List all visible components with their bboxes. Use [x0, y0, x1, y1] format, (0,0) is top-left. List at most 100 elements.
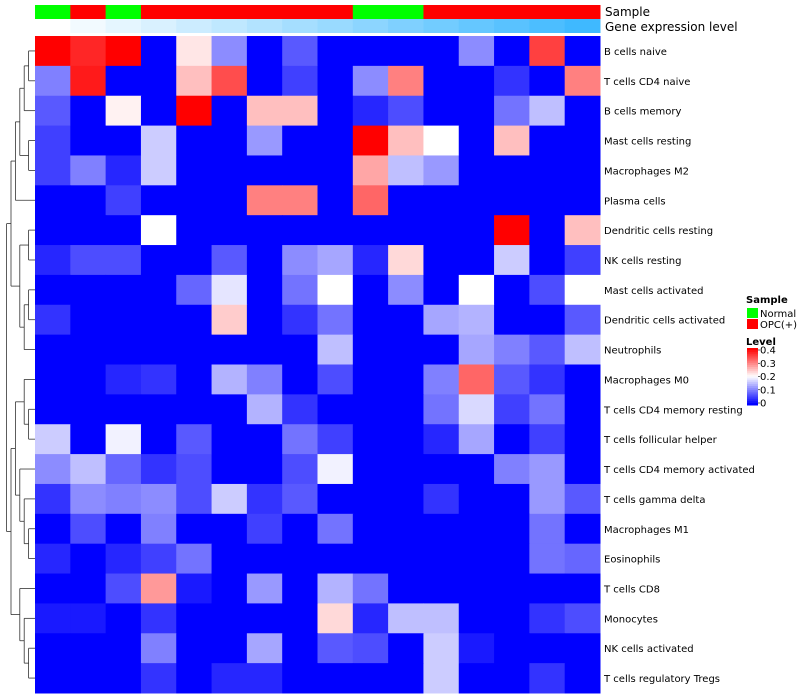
- heatmap-cell: [105, 603, 142, 634]
- heatmap-cell: [211, 454, 248, 485]
- level-legend-gradient-step: [747, 357, 758, 360]
- heatmap-cell: [70, 364, 107, 395]
- heatmap-cell: [140, 274, 177, 306]
- heatmap-cell: [211, 125, 248, 156]
- sample-annotation-cell: [282, 5, 318, 19]
- gene-expression-annotation-cell: [35, 19, 71, 33]
- heatmap-cell: [282, 185, 318, 216]
- sample-annotation-cell: [317, 5, 354, 19]
- gene-expression-annotation-cell: [529, 19, 566, 33]
- heatmap-cell: [423, 424, 460, 455]
- heatmap-cell: [564, 334, 601, 365]
- level-legend-gradient-step: [747, 359, 758, 362]
- heatmap-cell: [352, 573, 389, 604]
- sample-legend-swatch: [747, 308, 758, 318]
- level-legend-gradient-step: [747, 378, 758, 381]
- level-legend-tick-label: 0.1: [760, 385, 776, 396]
- heatmap-cell: [70, 274, 107, 306]
- heatmap-cell: [458, 483, 495, 515]
- row-label: Plasma cells: [604, 196, 666, 207]
- row-label: Dendritic cells activated: [604, 316, 725, 327]
- heatmap-cell: [352, 543, 389, 575]
- heatmap-cell: [317, 36, 354, 67]
- heatmap-cell: [140, 424, 177, 455]
- heatmap-cell: [458, 334, 495, 365]
- heatmap-cell: [564, 573, 601, 604]
- heatmap-cell: [105, 513, 142, 545]
- heatmap-cell: [70, 424, 107, 455]
- heatmap-cell: [282, 483, 318, 515]
- heatmap-cell: [105, 483, 142, 515]
- heatmap-cell: [458, 603, 495, 634]
- level-legend-gradient-step: [747, 401, 758, 404]
- heatmap-cell: [529, 334, 566, 365]
- row-label: T cells CD4 naive: [603, 77, 690, 88]
- heatmap-cell: [140, 245, 177, 276]
- heatmap-cell: [140, 513, 177, 545]
- level-legend-gradient-step: [747, 348, 758, 351]
- heatmap-cell: [494, 394, 530, 425]
- heatmap-cell: [70, 215, 107, 246]
- heatmap-cell: [458, 245, 495, 276]
- heatmap-cell: [282, 603, 318, 634]
- heatmap-cell: [176, 185, 213, 216]
- heatmap-cell: [494, 633, 530, 664]
- heatmap-cell: [388, 304, 424, 336]
- level-legend-gradient-step: [747, 370, 758, 374]
- heatmap-cell: [140, 483, 177, 515]
- heatmap-cell: [423, 245, 460, 276]
- heatmap-cell: [211, 603, 248, 634]
- sample-annotation-cell: [70, 5, 107, 19]
- heatmap-cell: [352, 65, 389, 97]
- heatmap-cell: [211, 334, 248, 365]
- gene-expression-annotation-cell: [494, 19, 530, 33]
- heatmap-cell: [317, 245, 354, 276]
- heatmap-cell: [282, 274, 318, 306]
- sample-legend-swatch: [747, 319, 758, 329]
- heatmap-cell: [35, 483, 71, 515]
- heatmap-cell: [352, 274, 389, 306]
- sample-annotation-cell: [140, 5, 177, 19]
- heatmap-cell: [70, 125, 107, 156]
- level-legend-gradient-step: [747, 391, 758, 395]
- heatmap-cell: [458, 633, 495, 664]
- heatmap-cell: [246, 454, 283, 485]
- heatmap-cell: [282, 304, 318, 336]
- sample-annotation-cell: [388, 5, 424, 19]
- level-legend-tick-label: 0.3: [760, 359, 776, 370]
- sample-annotation-cell: [105, 5, 142, 19]
- heatmap-cell: [423, 633, 460, 664]
- heatmap-cell: [529, 215, 566, 246]
- heatmap-cell: [282, 573, 318, 604]
- level-legend-gradient-step: [747, 361, 758, 364]
- heatmap-cell: [352, 364, 389, 395]
- heatmap-cell: [140, 155, 177, 186]
- level-legend-gradient-step: [747, 403, 758, 406]
- row-label: Eosinophils: [604, 555, 660, 566]
- level-legend-title: Level: [746, 337, 776, 348]
- heatmap-cell: [35, 364, 71, 395]
- heatmap-cell: [458, 36, 495, 67]
- heatmap-cell: [423, 125, 460, 156]
- heatmap-cell: [105, 454, 142, 485]
- heatmap-cell: [211, 663, 248, 694]
- heatmap-cell: [140, 185, 177, 216]
- heatmap-cell: [246, 36, 283, 67]
- heatmap-cell: [35, 65, 71, 97]
- heatmap-cell: [211, 483, 248, 515]
- heatmap-cell: [246, 394, 283, 425]
- heatmap-cell: [317, 394, 354, 425]
- heatmap-cell: [564, 125, 601, 156]
- heatmap-cell: [317, 215, 354, 246]
- row-label: B cells naive: [604, 47, 667, 58]
- heatmap-cell: [140, 394, 177, 425]
- level-legend-gradient-step: [747, 376, 758, 379]
- heatmap-cell: [317, 424, 354, 455]
- heatmap-cell: [423, 543, 460, 575]
- heatmap-cell: [140, 364, 177, 395]
- heatmap-cell: [352, 663, 389, 694]
- heatmap-cell: [388, 424, 424, 455]
- heatmap-cell: [388, 543, 424, 575]
- heatmap-cell: [105, 633, 142, 664]
